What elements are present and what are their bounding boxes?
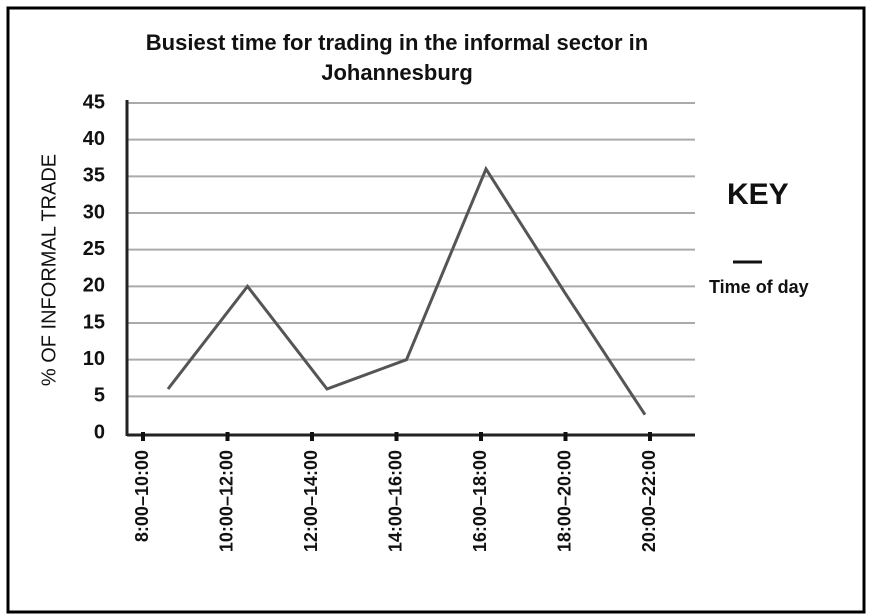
y-tick-label: 15 [83, 311, 105, 333]
x-tick [310, 432, 314, 441]
line [166, 165, 647, 416]
x-tick-label: 18:00–20:00 [554, 450, 574, 552]
legend-title: KEY [727, 178, 789, 211]
x-tick [563, 432, 568, 441]
legend-label: Time of day [709, 277, 809, 297]
y-tick-label: 35 [83, 165, 105, 187]
y-tick-label: 20 [83, 275, 105, 297]
x-tick-label: 12:00–14:00 [301, 450, 321, 552]
frame [6, 6, 866, 614]
x-tick-label: 16:00–18:00 [470, 450, 490, 552]
x-tick-label: 14:00–16:00 [385, 450, 405, 552]
x-tick-label: 10:00–12:00 [216, 450, 236, 552]
x-tick [225, 432, 230, 441]
y-tick-label: 25 [83, 238, 105, 260]
x-tick [141, 432, 145, 441]
chart-title: Busiest time for trading in the informal… [145, 30, 649, 85]
x-tick [394, 432, 399, 441]
x-tick-label: 20:00–22:00 [639, 450, 659, 552]
y-tick-label: 40 [83, 128, 105, 150]
x-tick [479, 432, 483, 441]
x-tick-label: 8:00–10:00 [132, 450, 152, 542]
y-tick-label: 45 [83, 91, 105, 113]
y-tick-label: 5 [94, 385, 105, 407]
y-tick-label: 0 [94, 421, 105, 443]
x-tick [648, 432, 652, 441]
y-tick-label: 30 [83, 201, 105, 223]
y-axis-label: % OF INFORMAL TRADE [38, 154, 60, 386]
y-tick-label: 10 [83, 348, 105, 370]
